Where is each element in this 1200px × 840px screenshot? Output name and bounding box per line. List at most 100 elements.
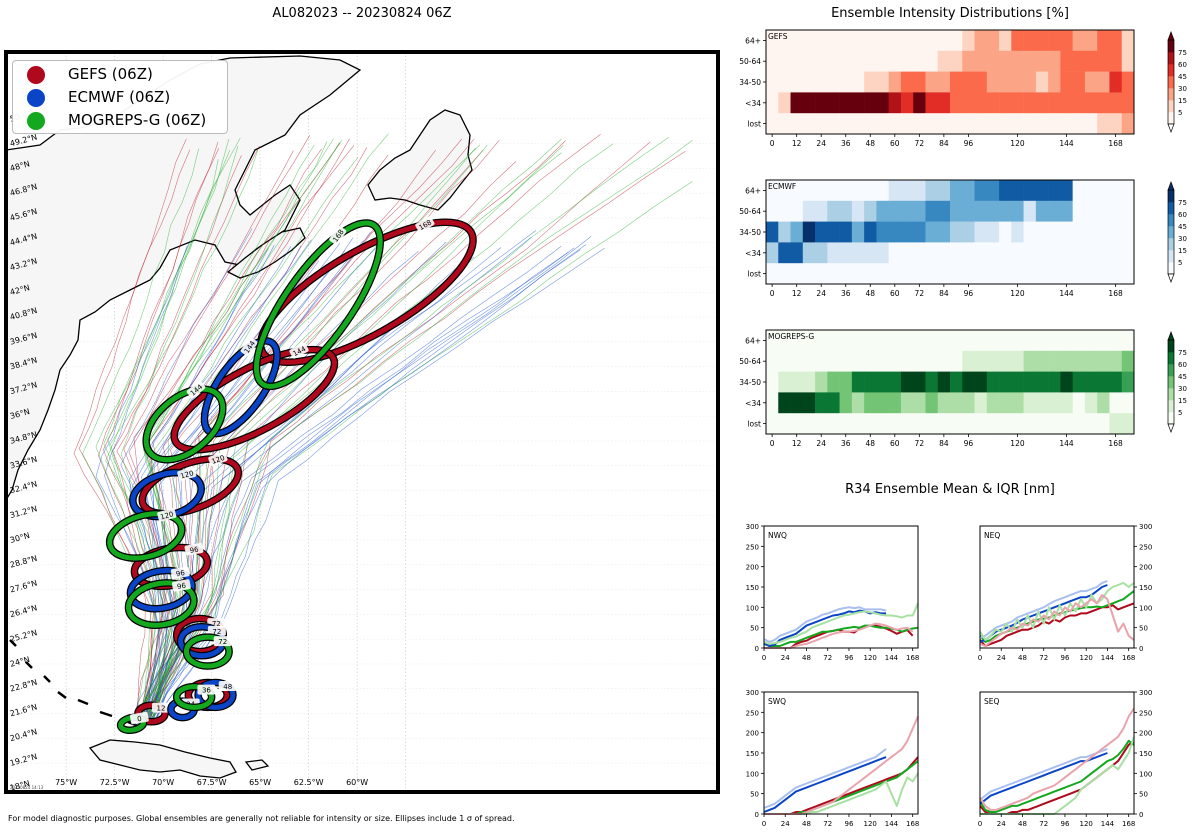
heatmap-cell xyxy=(937,50,951,72)
heatmap-y-label: 34-50 xyxy=(739,378,761,387)
y-tick-label: 150 xyxy=(746,584,759,592)
longitude-label: 70°W xyxy=(152,778,174,787)
heatmap-cell xyxy=(1084,50,1098,72)
mogreps-member-track xyxy=(95,150,231,720)
heatmap-cell xyxy=(766,242,779,264)
heatmap-cell xyxy=(925,392,939,414)
heatmap-cell xyxy=(937,263,951,285)
heatmap-cell xyxy=(1011,50,1024,72)
y-tick-label: 150 xyxy=(1139,584,1152,592)
colorbar-segment xyxy=(1168,88,1174,101)
heatmap-cell xyxy=(839,200,853,222)
heatmap-cell xyxy=(766,371,779,393)
heatmap-cell xyxy=(999,371,1012,393)
heatmap-cell xyxy=(913,350,926,372)
colorbar-max-arrow xyxy=(1167,181,1175,191)
heatmap-cell xyxy=(1011,92,1024,114)
ellipse-hour-label: 72 xyxy=(212,620,221,628)
heatmap-cell xyxy=(876,113,889,135)
heatmap-x-label: 48 xyxy=(865,139,875,148)
colorbar-tick-label: 75 xyxy=(1178,49,1187,57)
colorbar-segment xyxy=(1168,340,1174,353)
heatmap-cell xyxy=(815,263,828,285)
heatmap-y-label: lost xyxy=(747,120,761,129)
heatmap-cell xyxy=(900,413,914,435)
heatmap-x-label: 72 xyxy=(915,289,925,298)
heatmap-cell xyxy=(864,200,877,222)
ellipse-hour-label-box xyxy=(415,216,435,233)
heatmap-x-label: 0 xyxy=(770,139,775,148)
heatmap-cell xyxy=(1084,350,1098,372)
ecmwf-ellipse-48h: 48 xyxy=(194,678,237,712)
r34-seq-chart: SEQ 0 50 100 150 200 250 300 0 24 48 72 96 120 144 168 xyxy=(978,689,1153,828)
heatmap-cell xyxy=(1121,242,1135,264)
heatmap-y-label: 64+ xyxy=(745,36,761,45)
heatmap-cell xyxy=(851,113,865,135)
heatmap-cell xyxy=(1109,113,1123,135)
heatmap-x-label: 72 xyxy=(915,139,925,148)
gefs-legend-label: GEFS (06Z) xyxy=(68,65,153,83)
colorbar-min-arrow xyxy=(1167,273,1175,283)
heatmap-cell xyxy=(1072,330,1086,352)
heatmap-x-label: 84 xyxy=(939,139,949,148)
heatmap-cell xyxy=(1072,350,1086,372)
ecmwf-mean-line xyxy=(979,584,1108,643)
colorbar-tick-label: 30 xyxy=(1178,385,1187,393)
heatmap-cell xyxy=(1060,330,1073,352)
heatmap-cell xyxy=(925,30,939,52)
heatmap-cell xyxy=(1060,221,1073,243)
mogreps-iqr-line xyxy=(980,736,1135,815)
heatmap-cell xyxy=(1023,221,1037,243)
y-tick-label: 0 xyxy=(755,645,759,653)
heatmap-cell xyxy=(864,263,877,285)
x-tick-label: 168 xyxy=(906,654,919,660)
y-tick-label: 300 xyxy=(1139,523,1152,531)
heatmap-cell xyxy=(1097,413,1110,435)
heatmap-cell xyxy=(1023,180,1037,202)
y-tick-label: 250 xyxy=(746,543,759,551)
heatmap-cell xyxy=(766,392,779,414)
heatmap-cell xyxy=(900,92,914,114)
gefs-iqr-line xyxy=(979,707,1135,811)
heatmap-cell xyxy=(900,263,914,285)
mogreps-legend-label: MOGREPS-G (06Z) xyxy=(68,111,207,129)
heatmap-cell xyxy=(1109,92,1123,114)
heatmap-cell xyxy=(839,350,853,372)
heatmap-cell xyxy=(1035,113,1049,135)
heatmap-cell xyxy=(974,200,988,222)
heatmap-x-label: 24 xyxy=(816,289,826,298)
heatmap-cell xyxy=(1072,263,1086,285)
heatmap-cell xyxy=(900,371,914,393)
heatmap-cell xyxy=(851,180,865,202)
heatmap-model-name: MOGREPS-G xyxy=(768,332,814,341)
heatmap-cell xyxy=(986,71,1000,93)
heatmap-cell xyxy=(864,113,877,135)
heatmap-cell xyxy=(1060,413,1073,435)
heatmap-cell xyxy=(913,50,926,72)
ellipse-hour-label: 120 xyxy=(160,510,175,521)
map-title: AL082023 -- 20230824 06Z xyxy=(272,6,452,21)
heatmap-cell xyxy=(876,242,889,264)
heatmap-cell xyxy=(766,221,779,243)
mogreps-member-track xyxy=(82,148,199,726)
mogreps-intensity-heatmap: MOGREPS-G 64+ 50-64 34-50 <34 lost 0 12 24 36 48 60… xyxy=(739,329,1187,448)
longitude-label: 72.5°W xyxy=(100,778,130,787)
heatmap-cell xyxy=(999,330,1012,352)
heatmap-cell xyxy=(950,180,963,202)
heatmap-cell xyxy=(986,350,1000,372)
heatmap-cell xyxy=(778,200,791,222)
y-tick-label: 250 xyxy=(1139,543,1152,551)
x-tick-label: 24 xyxy=(997,654,1006,660)
heatmap-cell xyxy=(937,71,951,93)
heatmap-cell xyxy=(925,350,939,372)
heatmap-cell xyxy=(778,263,791,285)
heatmap-cell xyxy=(962,413,975,435)
y-tick-label: 50 xyxy=(1139,791,1148,799)
colorbar-tick-label: 60 xyxy=(1178,61,1187,69)
ecmwf-iqr-line xyxy=(763,748,887,809)
ellipse-hour-label-box xyxy=(129,711,149,725)
heatmap-cell xyxy=(1048,71,1061,93)
heatmap-cell xyxy=(839,413,853,435)
heatmap-cell xyxy=(1035,413,1049,435)
heatmap-cell xyxy=(950,113,963,135)
